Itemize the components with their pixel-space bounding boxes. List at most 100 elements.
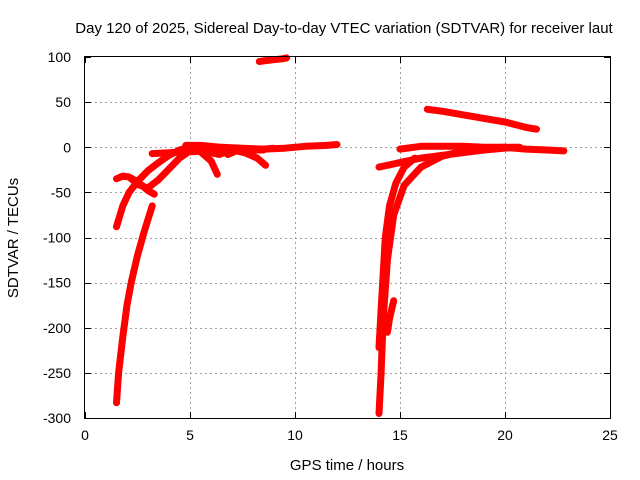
data-point-marker <box>397 194 403 201</box>
x-tick-label: 20 <box>497 427 513 443</box>
series-arc-12 <box>383 297 398 336</box>
data-point <box>214 171 221 178</box>
data-point-marker <box>388 161 394 168</box>
data-point <box>481 115 487 122</box>
series-arc-2 <box>113 202 156 407</box>
data-point-marker <box>394 160 400 167</box>
data-point-marker <box>121 199 128 206</box>
data-point-marker <box>394 177 401 184</box>
data-point <box>523 124 529 131</box>
y-tick-label: -250 <box>43 365 71 381</box>
data-point-marker <box>133 255 140 262</box>
data-point-marker <box>126 289 133 296</box>
data-point <box>386 315 393 322</box>
data-point-marker <box>398 191 405 198</box>
data-point <box>140 229 147 236</box>
data-point-marker <box>115 373 122 380</box>
data-point-marker <box>127 282 134 289</box>
data-point-marker <box>511 121 517 128</box>
data-point-marker <box>399 188 406 195</box>
data-point-marker <box>384 325 391 332</box>
data-point-marker <box>394 200 401 207</box>
data-point-marker <box>448 109 454 116</box>
data-series <box>113 54 568 417</box>
data-point-marker <box>119 336 126 343</box>
data-point-marker <box>210 150 217 157</box>
data-point-marker <box>130 270 137 277</box>
data-point-marker <box>133 180 140 187</box>
data-point-marker <box>138 239 145 246</box>
data-point-marker <box>397 172 403 179</box>
data-point-marker <box>385 319 392 326</box>
data-point-marker <box>493 117 499 124</box>
data-point-marker <box>530 125 536 132</box>
data-point-marker <box>259 159 266 166</box>
data-point <box>384 329 391 336</box>
data-point-marker <box>395 197 402 204</box>
data-point-marker <box>520 123 526 130</box>
data-point <box>151 191 158 198</box>
data-point-marker <box>484 115 490 122</box>
data-point-marker <box>132 261 139 268</box>
data-point-marker <box>475 114 481 121</box>
data-point-marker <box>490 116 496 123</box>
data-point-marker <box>245 146 252 153</box>
data-point-marker <box>162 149 169 156</box>
data-point-marker <box>435 107 442 114</box>
data-point-marker <box>386 206 393 213</box>
data-point-marker <box>436 143 442 150</box>
data-point-marker <box>391 186 397 193</box>
x-tick-labels: 0 5 10 15 20 25 <box>81 427 618 443</box>
data-point-marker <box>125 295 132 302</box>
data-point-marker <box>267 145 274 152</box>
data-point-marker <box>114 220 121 227</box>
data-point-marker <box>412 156 418 163</box>
data-point-marker <box>382 237 389 244</box>
data-point-marker <box>409 157 415 164</box>
data-point-marker <box>259 58 266 65</box>
data-point-marker <box>209 161 216 168</box>
data-point <box>145 216 151 223</box>
grid-lines <box>85 57 610 418</box>
data-point <box>134 252 141 259</box>
data-point-marker <box>395 174 402 181</box>
data-point <box>203 148 210 155</box>
data-point-marker <box>205 155 212 162</box>
series-arc-8 <box>224 144 278 158</box>
data-point <box>128 279 135 286</box>
data-point-marker <box>391 208 398 215</box>
data-point-marker <box>299 143 306 150</box>
y-tick-label: -100 <box>43 230 71 246</box>
data-point-marker <box>457 143 463 150</box>
data-point-marker <box>389 193 396 200</box>
data-point <box>376 164 382 171</box>
data-point-marker <box>387 309 394 316</box>
data-point-marker <box>163 168 170 175</box>
data-point-marker <box>230 149 237 156</box>
data-point-marker <box>505 119 511 126</box>
data-point-marker <box>140 183 147 190</box>
data-point-marker <box>127 286 133 293</box>
data-point-marker <box>123 305 130 312</box>
data-point-marker <box>143 219 150 226</box>
y-tick-label: -200 <box>43 320 71 336</box>
data-point-marker <box>148 206 155 213</box>
x-tick-label: 5 <box>186 427 194 443</box>
data-point-marker <box>206 149 213 156</box>
data-point-marker <box>146 213 153 220</box>
y-tick-label: 100 <box>48 49 72 65</box>
data-point-marker <box>380 273 387 280</box>
data-point-marker <box>141 226 148 233</box>
data-point-marker <box>466 112 472 119</box>
data-point-marker <box>227 150 234 157</box>
data-point-marker <box>193 142 200 149</box>
data-point-marker <box>131 267 137 274</box>
data-point-marker <box>131 264 138 271</box>
data-point <box>113 175 120 182</box>
data-point-marker <box>478 114 484 121</box>
y-tick-labels: -300 -250 -200 -150 -100 -50 0 50 100 <box>43 49 71 426</box>
axis-ticks <box>85 57 611 419</box>
data-point-marker <box>275 56 282 63</box>
data-point-marker <box>137 242 144 249</box>
data-point <box>397 159 403 166</box>
